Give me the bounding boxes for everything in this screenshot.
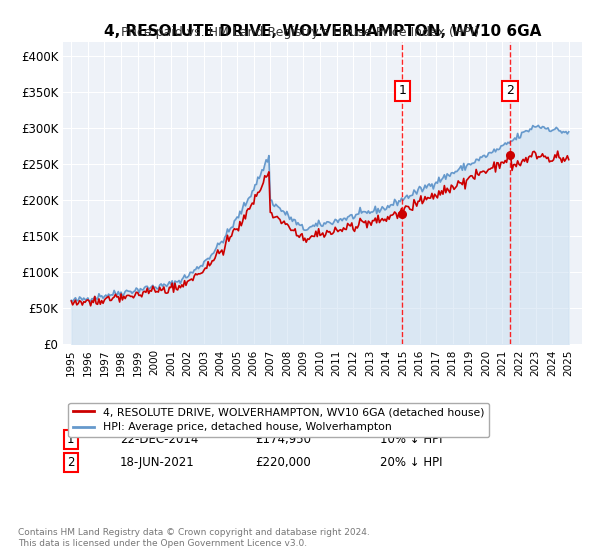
Text: 22-DEC-2014: 22-DEC-2014 xyxy=(120,433,199,446)
4, RESOLUTE DRIVE, WOLVERHAMPTON, WV10 6GA (detached house) xyxy=(380,217,387,224)
Text: £174,950: £174,950 xyxy=(255,433,311,446)
HPI: Average price, detached house, Wolverhampton: (2.01e+03, 1.84e+05): Average price, detached house, Wolverham… xyxy=(369,209,376,216)
HPI: Average price, detached house, Wolverhampton: (2.02e+03, 3.04e+05): Average price, detached house, Wolverham… xyxy=(535,122,542,129)
HPI: Average price, detached house, Wolverhampton: (2e+03, 8.26e+04): Average price, detached house, Wolverham… xyxy=(161,282,169,288)
Text: 1: 1 xyxy=(398,85,406,97)
Text: 20% ↓ HPI: 20% ↓ HPI xyxy=(380,456,442,469)
HPI: Average price, detached house, Wolverhampton: (2.02e+03, 2.79e+05): Average price, detached house, Wolverham… xyxy=(506,140,513,147)
HPI: Average price, detached house, Wolverhampton: (2e+03, 6.22e+04): Average price, detached house, Wolverham… xyxy=(82,296,89,303)
HPI: Average price, detached house, Wolverhampton: (2.02e+03, 2.95e+05): Average price, detached house, Wolverham… xyxy=(565,128,572,135)
Text: Contains HM Land Registry data © Crown copyright and database right 2024.
This d: Contains HM Land Registry data © Crown c… xyxy=(18,528,370,548)
Line: 4, RESOLUTE DRIVE, WOLVERHAMPTON, WV10 6GA (detached house): 4, RESOLUTE DRIVE, WOLVERHAMPTON, WV10 6… xyxy=(71,151,569,306)
Text: 2: 2 xyxy=(67,456,74,469)
4, RESOLUTE DRIVE, WOLVERHAMPTON, WV10 6GA (detached house) xyxy=(506,154,513,161)
Line: HPI: Average price, detached house, Wolverhampton: HPI: Average price, detached house, Wolv… xyxy=(71,125,569,301)
4, RESOLUTE DRIVE, WOLVERHAMPTON, WV10 6GA (detached house) xyxy=(68,298,75,305)
HPI: Average price, detached house, Wolverhampton: (2.01e+03, 1.8e+05): Average price, detached house, Wolverham… xyxy=(352,211,359,218)
Title: 4, RESOLUTE DRIVE, WOLVERHAMPTON, WV10 6GA: 4, RESOLUTE DRIVE, WOLVERHAMPTON, WV10 6… xyxy=(104,25,541,39)
4, RESOLUTE DRIVE, WOLVERHAMPTON, WV10 6GA (detached house) xyxy=(87,302,94,309)
4, RESOLUTE DRIVE, WOLVERHAMPTON, WV10 6GA (detached house) xyxy=(565,156,572,163)
HPI: Average price, detached house, Wolverhampton: (2e+03, 6.12e+04): Average price, detached house, Wolverham… xyxy=(68,297,75,304)
4, RESOLUTE DRIVE, WOLVERHAMPTON, WV10 6GA (detached house) xyxy=(82,299,89,306)
4, RESOLUTE DRIVE, WOLVERHAMPTON, WV10 6GA (detached house) xyxy=(352,223,359,230)
Text: 18-JUN-2021: 18-JUN-2021 xyxy=(120,456,195,469)
Text: 10% ↓ HPI: 10% ↓ HPI xyxy=(380,433,442,446)
Text: Price paid vs. HM Land Registry's House Price Index (HPI): Price paid vs. HM Land Registry's House … xyxy=(121,26,479,39)
HPI: Average price, detached house, Wolverhampton: (2.01e+03, 1.89e+05): Average price, detached house, Wolverham… xyxy=(380,205,387,212)
Text: 2: 2 xyxy=(506,85,514,97)
4, RESOLUTE DRIVE, WOLVERHAMPTON, WV10 6GA (detached house) xyxy=(369,217,376,224)
HPI: Average price, detached house, Wolverhampton: (2e+03, 5.96e+04): Average price, detached house, Wolverham… xyxy=(86,298,93,305)
4, RESOLUTE DRIVE, WOLVERHAMPTON, WV10 6GA (detached house) xyxy=(554,148,561,155)
Text: 1: 1 xyxy=(67,433,74,446)
4, RESOLUTE DRIVE, WOLVERHAMPTON, WV10 6GA (detached house) xyxy=(161,290,169,296)
Text: £220,000: £220,000 xyxy=(255,456,311,469)
Legend: 4, RESOLUTE DRIVE, WOLVERHAMPTON, WV10 6GA (detached house), HPI: Average price,: 4, RESOLUTE DRIVE, WOLVERHAMPTON, WV10 6… xyxy=(68,403,489,437)
